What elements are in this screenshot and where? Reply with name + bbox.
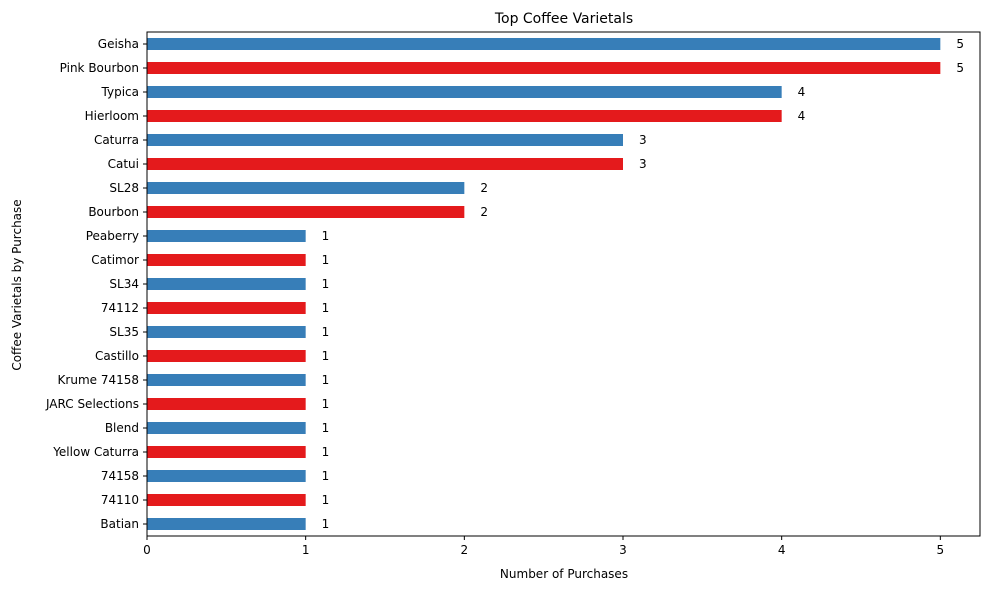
y-tick-label: SL34: [109, 277, 139, 291]
data-label: 1: [322, 517, 330, 531]
y-tick-label: 74112: [101, 301, 139, 315]
data-label: 4: [798, 109, 806, 123]
bar-sl34: [147, 278, 306, 290]
bar-74112: [147, 302, 306, 314]
data-label: 1: [322, 397, 330, 411]
y-axis-ticks: Geisha Pink Bourbon Typica Hierloom Caturra C…: [45, 37, 147, 531]
x-tick-label: 2: [461, 543, 469, 557]
data-label: 1: [322, 301, 330, 315]
y-tick-label: Blend: [105, 421, 139, 435]
data-label: 1: [322, 229, 330, 243]
data-label: 1: [322, 469, 330, 483]
bar-catimor: [147, 254, 306, 266]
y-tick-label: Catimor: [91, 253, 139, 267]
y-tick-label: Yellow Caturra: [52, 445, 139, 459]
y-tick-label: Hierloom: [85, 109, 139, 123]
bar-yellow-caturra: [147, 446, 306, 458]
y-axis-label: Coffee Varietals by Purchase: [10, 199, 24, 370]
y-tick-label: JARC Selections: [45, 397, 139, 411]
y-tick-label: Pink Bourbon: [60, 61, 139, 75]
bar-74158: [147, 470, 306, 482]
y-tick-label: Krume 74158: [58, 373, 139, 387]
data-labels-group: 5 5 4 4 3 3 2 2 1 1 1 1 1 1 1 1 1 1 1 1 1: [322, 37, 964, 531]
bar-batian: [147, 518, 306, 530]
bar-sl35: [147, 326, 306, 338]
x-tick-label: 5: [937, 543, 945, 557]
data-label: 3: [639, 133, 647, 147]
bar-sl28: [147, 182, 465, 194]
y-tick-label: Geisha: [98, 37, 139, 51]
data-label: 4: [798, 85, 806, 99]
x-axis-ticks: 0 1 2 3 4 5: [143, 536, 944, 557]
data-label: 1: [322, 277, 330, 291]
plot-frame: [146, 31, 981, 537]
data-label: 2: [480, 205, 488, 219]
y-tick-label: Catui: [108, 157, 139, 171]
data-label: 1: [322, 253, 330, 267]
bars-group: [147, 38, 941, 530]
bar-bourbon: [147, 206, 465, 218]
y-tick-label: Caturra: [94, 133, 139, 147]
y-tick-label: 74110: [101, 493, 139, 507]
y-tick-label: Typica: [101, 85, 139, 99]
y-tick-label: SL35: [109, 325, 139, 339]
chart-title: Top Coffee Varietals: [494, 11, 633, 27]
x-tick-label: 4: [778, 543, 786, 557]
y-tick-label: Batian: [100, 517, 139, 531]
bar-castillo: [147, 350, 306, 362]
data-label: 1: [322, 349, 330, 363]
y-tick-label: Peaberry: [86, 229, 139, 243]
x-axis-label: Number of Purchases: [500, 567, 628, 581]
bar-peaberry: [147, 230, 306, 242]
bar-geisha: [147, 38, 941, 50]
bar-krume-74158: [147, 374, 306, 386]
x-tick-label: 0: [143, 543, 151, 557]
data-label: 5: [956, 37, 964, 51]
data-label: 1: [322, 445, 330, 459]
y-tick-label: Castillo: [95, 349, 139, 363]
bar-jarc-selections: [147, 398, 306, 410]
data-label: 1: [322, 493, 330, 507]
data-label: 2: [480, 181, 488, 195]
bar-typica: [147, 86, 782, 98]
data-label: 1: [322, 325, 330, 339]
bar-74110: [147, 494, 306, 506]
data-label: 1: [322, 421, 330, 435]
data-label: 5: [956, 61, 964, 75]
data-label: 1: [322, 373, 330, 387]
bar-hierloom: [147, 110, 782, 122]
x-tick-label: 1: [302, 543, 310, 557]
bar-catui: [147, 158, 623, 170]
y-tick-label: Bourbon: [88, 205, 139, 219]
bar-caturra: [147, 134, 623, 146]
x-tick-label: 3: [619, 543, 627, 557]
bar-pink-bourbon: [147, 62, 941, 74]
bar-blend: [147, 422, 306, 434]
data-label: 3: [639, 157, 647, 171]
y-tick-label: SL28: [109, 181, 139, 195]
y-tick-label: 74158: [101, 469, 139, 483]
